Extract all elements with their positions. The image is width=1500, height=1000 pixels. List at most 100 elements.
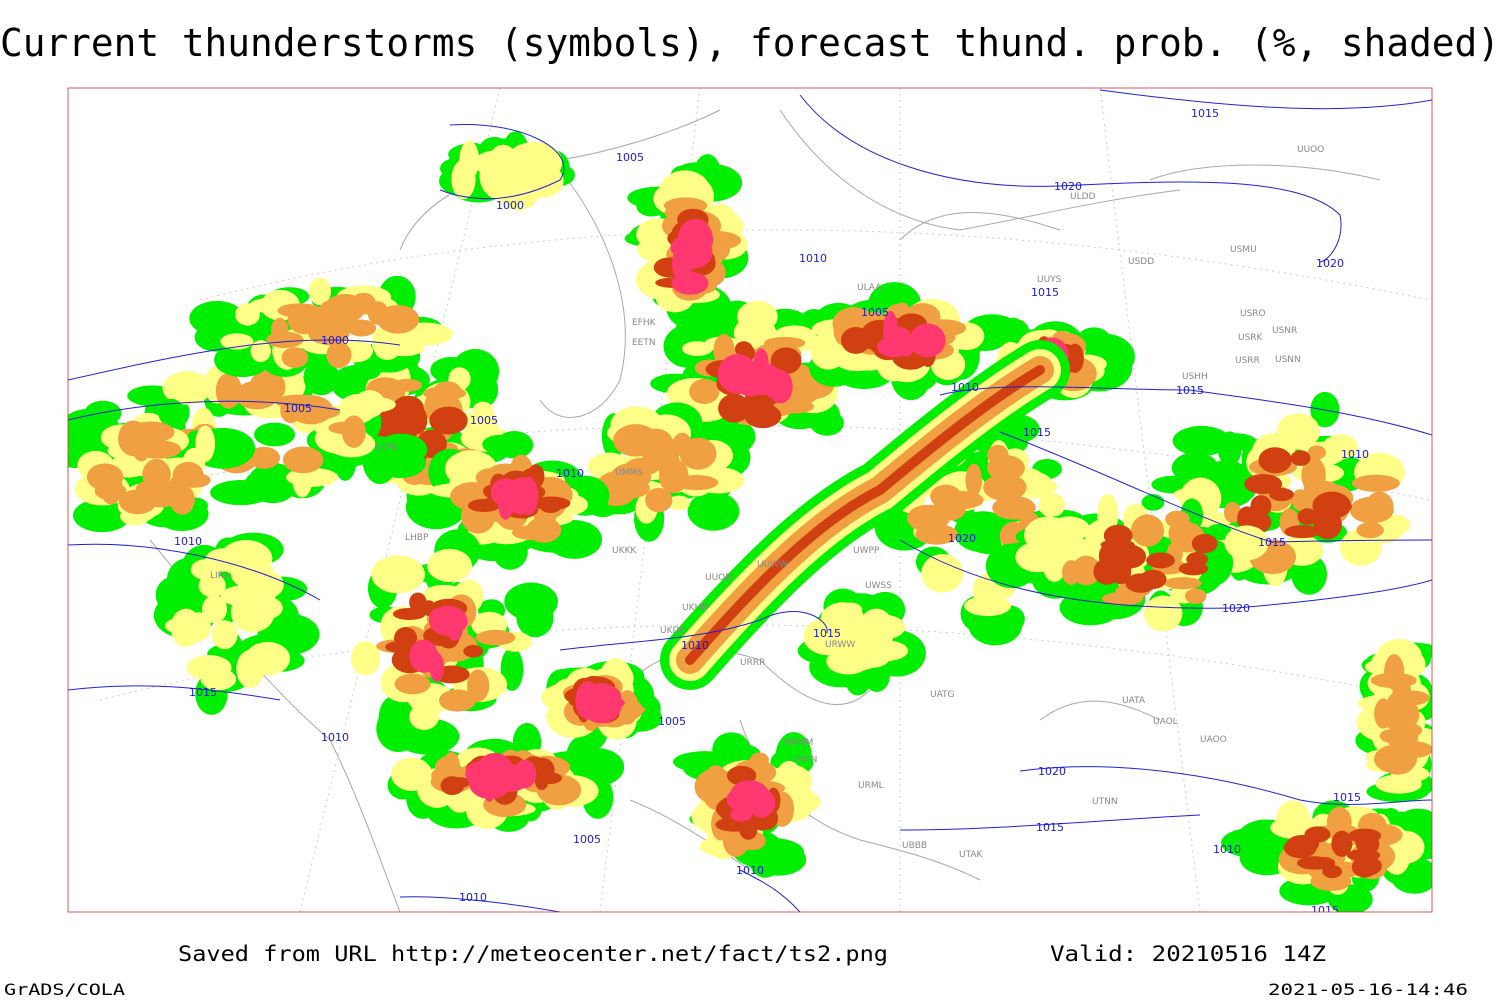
station-code: URRR (740, 658, 765, 668)
shade-cell (439, 689, 476, 712)
isobar-label: 1010 (1213, 843, 1241, 856)
isobar-label: 1010 (681, 639, 709, 652)
shade-cell (1384, 654, 1405, 691)
station-code: UKKK (612, 546, 637, 556)
map-title: Current thunderstorms (symbols), forecas… (0, 21, 1500, 65)
shade-cell (1143, 595, 1183, 632)
shade-cell (1395, 723, 1423, 738)
map-frame (67, 87, 1433, 913)
shade-cell (500, 647, 524, 691)
shade-cell (463, 645, 484, 658)
shade-cell (195, 425, 216, 463)
shade-cell (744, 403, 782, 429)
shade-cell (965, 463, 983, 497)
shade-cell (540, 500, 562, 514)
isobar-label: 1005 (573, 833, 601, 846)
shade-cell (353, 390, 385, 418)
isobar-label: 1010 (736, 864, 764, 877)
shade-cell (1346, 849, 1381, 862)
shade-cell (1171, 452, 1219, 484)
station-code: UATG (930, 690, 955, 700)
shade-cell (1258, 447, 1292, 474)
station-code: UUYS (1037, 275, 1062, 285)
station-code: UWPP (853, 546, 880, 556)
shade-cell (1131, 514, 1165, 547)
shade-cell (162, 371, 212, 405)
isobar-label: 1010 (174, 535, 202, 548)
shade-cell (1168, 519, 1195, 548)
shade-cell (375, 343, 400, 360)
isobar-label: 1015 (1031, 286, 1059, 299)
shade-cell (1093, 558, 1121, 585)
shade-cell (599, 471, 637, 491)
shade-cell (601, 695, 618, 711)
isobar-label: 1010 (1341, 448, 1369, 461)
shade-cell (954, 511, 1012, 553)
shade-cell (658, 458, 689, 494)
shade-cell (1356, 522, 1384, 539)
isobar-label: 1015 (813, 627, 841, 640)
shade-cell (1097, 493, 1119, 535)
shade-cell (1269, 487, 1294, 502)
shade-cell (1304, 826, 1331, 843)
shade-cell (142, 458, 171, 491)
shade-cell (270, 317, 289, 343)
isobar-label: 1020 (1054, 180, 1082, 193)
station-code: UTAK (959, 850, 984, 860)
map-labels: 1015 1005 1000 1020 1020 1010 1015 1005 1000 1005… (174, 107, 1369, 912)
shade-cell (408, 406, 428, 435)
isobar-label: 1000 (496, 199, 524, 212)
shade-cell (277, 303, 323, 318)
shade-cell (72, 498, 131, 533)
shade-cell (1206, 523, 1232, 541)
shade-cell (687, 491, 740, 531)
shade-cell (211, 620, 238, 650)
station-code: USMU (1230, 245, 1257, 255)
shade-cell (347, 319, 377, 337)
shade-cell (1312, 856, 1336, 870)
shade-cell (1139, 569, 1167, 589)
shade-cell (519, 476, 539, 516)
station-code: UKDE (660, 626, 685, 636)
probability-shading (68, 131, 1432, 912)
shade-cell (308, 277, 331, 306)
isobar-label: 1010 (459, 891, 487, 904)
isobar-label: 1005 (658, 715, 686, 728)
station-code: UAOL (1153, 717, 1178, 727)
shade-cell (987, 444, 1009, 465)
shade-cell (836, 602, 863, 618)
shade-cell (244, 569, 284, 600)
shade-cell (1313, 511, 1338, 534)
shade-cell (534, 771, 549, 791)
shade-cell (636, 428, 673, 458)
shade-cell (1224, 501, 1242, 524)
shade-cell (482, 434, 517, 454)
shade-cell (674, 236, 713, 269)
shade-cell (1178, 562, 1209, 576)
shade-cell (303, 358, 339, 396)
shade-cell (803, 617, 854, 656)
shade-cell (1042, 549, 1067, 582)
isobar-label: 1010 (799, 252, 827, 265)
shade-cell (254, 422, 296, 447)
shade-band (685, 365, 1045, 665)
shade-cell (200, 668, 237, 691)
shade-cell (498, 490, 513, 520)
shade-cell (127, 421, 175, 443)
shade-cell (282, 446, 324, 474)
station-code: URMM (785, 738, 813, 748)
shade-cell (672, 432, 692, 457)
shade-cell (983, 473, 1027, 501)
shade-cell (747, 788, 776, 818)
shade-cell (1283, 837, 1317, 859)
shade-cell (1290, 450, 1311, 466)
shade-cell (394, 626, 418, 650)
shade-cell (575, 681, 602, 720)
shade-cell (1164, 577, 1202, 590)
source-note: Saved from URL http://meteocenter.net/fa… (178, 942, 888, 966)
shade-cell (511, 149, 545, 181)
shade-cell (281, 347, 309, 368)
shade-cell (645, 487, 673, 513)
